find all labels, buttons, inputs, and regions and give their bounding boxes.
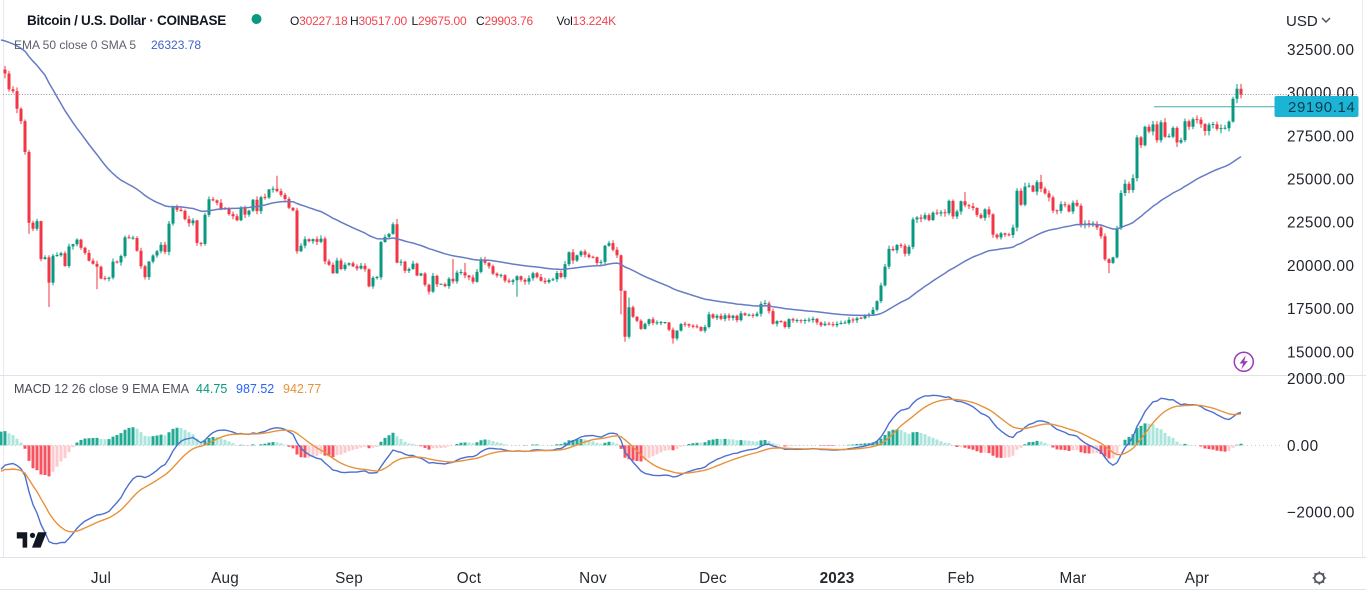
- svg-text:Oct: Oct: [457, 570, 482, 587]
- svg-text:26323.78: 26323.78: [151, 38, 201, 52]
- svg-text:17500.00: 17500.00: [1287, 301, 1354, 318]
- svg-text:44.75: 44.75: [196, 382, 227, 396]
- svg-text:L29675.00: L29675.00: [412, 14, 467, 28]
- svg-text:0.00: 0.00: [1287, 438, 1319, 455]
- svg-text:MACD 12 26 close 9 EMA EMA: MACD 12 26 close 9 EMA EMA: [14, 382, 190, 396]
- svg-text:Jul: Jul: [91, 570, 111, 587]
- svg-text:2000.00: 2000.00: [1287, 371, 1345, 388]
- svg-text:Apr: Apr: [1185, 570, 1209, 587]
- svg-text:Vol13.224K: Vol13.224K: [557, 14, 617, 28]
- svg-text:−2000.00: −2000.00: [1287, 504, 1355, 521]
- svg-text:Nov: Nov: [579, 570, 607, 587]
- svg-text:20000.00: 20000.00: [1287, 258, 1354, 275]
- svg-text:C29903.76: C29903.76: [476, 14, 533, 28]
- svg-text:Bitcoin / U.S. Dollar · COINBA: Bitcoin / U.S. Dollar · COINBASE: [27, 13, 226, 28]
- svg-text:942.77: 942.77: [283, 382, 321, 396]
- svg-text:Dec: Dec: [699, 570, 727, 587]
- svg-text:Sep: Sep: [335, 570, 363, 587]
- svg-text:USD: USD: [1286, 13, 1318, 30]
- svg-text:27500.00: 27500.00: [1287, 128, 1354, 145]
- svg-text:15000.00: 15000.00: [1287, 344, 1354, 361]
- svg-text:O30227.18: O30227.18: [290, 14, 348, 28]
- svg-text:987.52: 987.52: [236, 382, 274, 396]
- svg-text:32500.00: 32500.00: [1287, 42, 1354, 59]
- svg-text:Aug: Aug: [211, 570, 239, 587]
- svg-text:H30517.00: H30517.00: [350, 14, 407, 28]
- svg-text:2023: 2023: [820, 570, 855, 587]
- svg-text:Feb: Feb: [948, 570, 975, 587]
- svg-text:EMA 50 close 0 SMA 5: EMA 50 close 0 SMA 5: [14, 38, 136, 52]
- svg-text:Mar: Mar: [1060, 570, 1087, 587]
- svg-text:29190.14: 29190.14: [1288, 99, 1355, 116]
- svg-text:22500.00: 22500.00: [1287, 215, 1354, 232]
- svg-text:25000.00: 25000.00: [1287, 172, 1354, 189]
